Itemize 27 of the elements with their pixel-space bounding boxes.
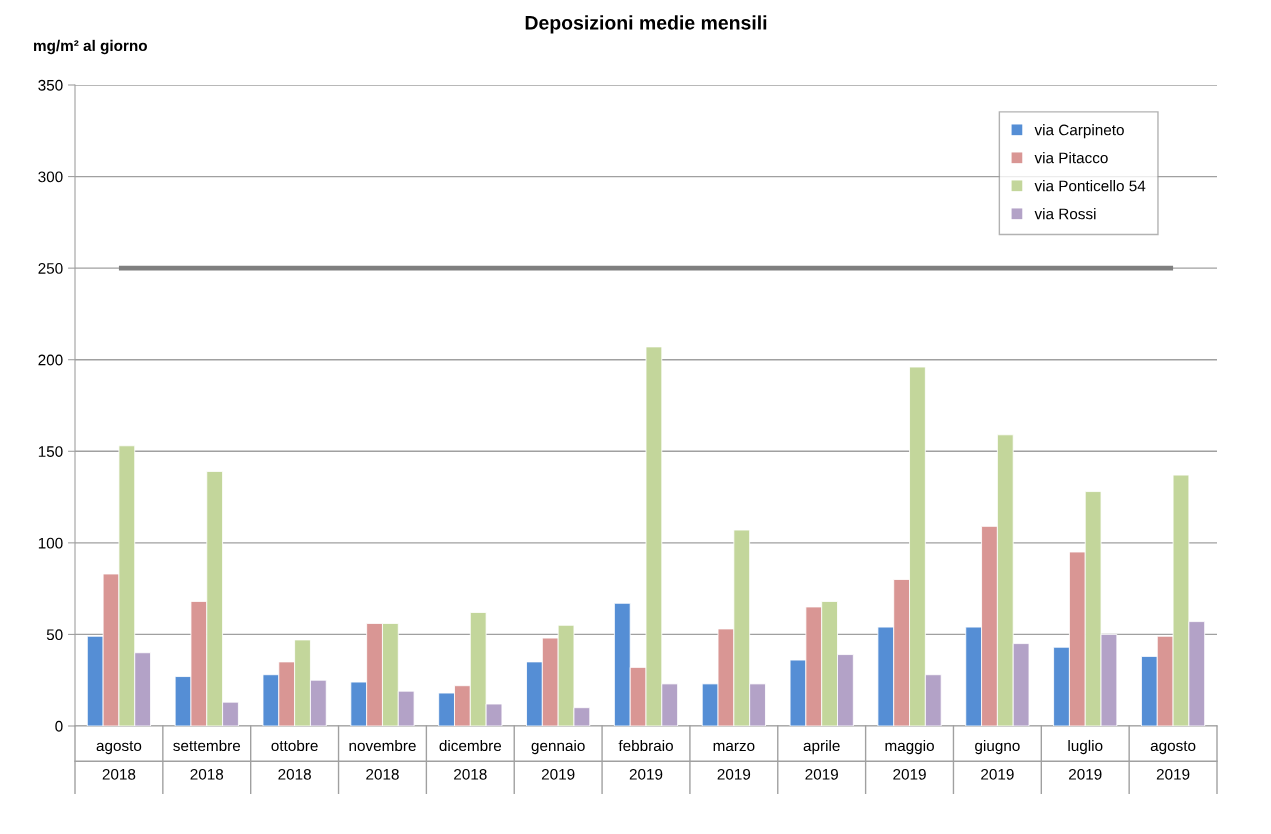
x-tick-label: gennaio 2019 (531, 739, 585, 780)
x-tick-label: maggio 2019 (885, 739, 934, 780)
x-tick-label: febbraio 2019 (618, 739, 673, 780)
x-tick-label: novembre 2018 (349, 739, 416, 780)
x-tick-label: aprile 2019 (803, 739, 840, 780)
legend-label: via Pitacco (1034, 152, 1108, 164)
y-tick-label: 100 (38, 537, 63, 549)
y-tick-label: 150 (38, 446, 63, 457)
chart-title: Deposizioni medie mensili (525, 15, 767, 34)
y-tick-label: 250 (38, 263, 63, 274)
x-tick-label: marzo 2019 (713, 742, 755, 780)
y-tick-label: 200 (38, 354, 63, 366)
y-tick-label: 50 (46, 629, 63, 641)
y-tick-label: 350 (38, 79, 63, 91)
x-tick-label: agosto 2019 (1150, 741, 1196, 780)
legend-label: via Carpineto (1034, 124, 1124, 139)
x-tick-label: settembre 2018 (173, 739, 241, 780)
legend-label: via Rossi (1034, 208, 1096, 220)
y-tick-label: 0 (55, 720, 63, 732)
x-tick-label: agosto 2018 (96, 741, 142, 780)
x-tick-label: luglio 2019 (1068, 739, 1103, 780)
legend-label: via Ponticello 54 (1034, 180, 1146, 192)
y-tick-label: 300 (38, 171, 63, 183)
x-tick-label: ottobre 2018 (271, 739, 318, 780)
x-tick-label: dicembre 2018 (439, 739, 502, 780)
y-axis-title: mg/m² al giorno (34, 39, 147, 55)
x-tick-label: giugno 2019 (975, 739, 1020, 780)
